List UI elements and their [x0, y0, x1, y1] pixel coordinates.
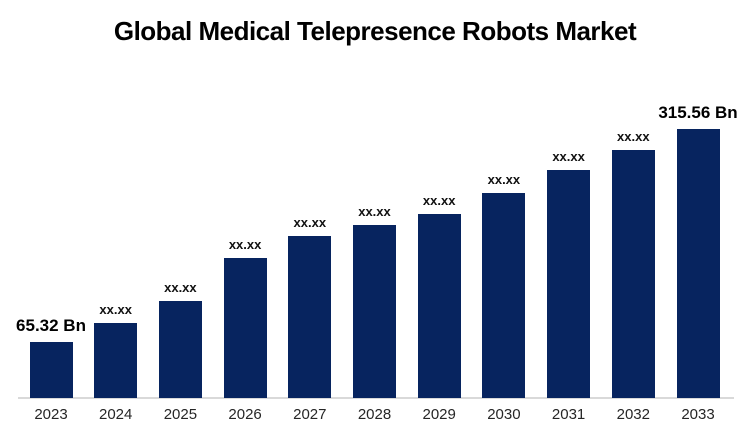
- bar-group: xx.xx: [471, 172, 536, 398]
- bar: [417, 214, 461, 398]
- x-axis-label: 2032: [616, 406, 650, 423]
- bar-group: xx.xx: [536, 149, 601, 398]
- x-axis-label: 2023: [34, 406, 68, 423]
- bar-value-label: xx.xx: [99, 302, 132, 317]
- x-axis-label: 2024: [99, 406, 133, 423]
- bar-value-label: xx.xx: [552, 149, 585, 164]
- bar: [676, 129, 720, 398]
- bar: [353, 225, 396, 398]
- chart-title: Global Medical Telepresence Robots Marke…: [113, 16, 637, 46]
- bar-group: xx.xx: [213, 237, 278, 398]
- bar: [611, 150, 655, 398]
- bar-group: xx.xx: [277, 215, 342, 398]
- bar-value-label: xx.xx: [617, 129, 650, 144]
- bar-value-label: xx.xx: [293, 215, 327, 230]
- bar-value-label: xx.xx: [228, 237, 262, 252]
- x-axis-label: 2027: [293, 406, 327, 423]
- x-axis-label: 2031: [551, 406, 586, 423]
- bar: [288, 236, 332, 398]
- bar-value-label: 315.56 Bn: [658, 103, 738, 122]
- bar: [223, 258, 267, 398]
- bar-group: 65.32 Bn: [16, 316, 86, 398]
- bar: [547, 170, 591, 398]
- bar: [94, 323, 138, 398]
- bar-group: xx.xx: [342, 204, 407, 398]
- x-axis-line: [18, 397, 734, 399]
- x-axis-label: 2030: [487, 406, 521, 423]
- x-axis-label: 2025: [163, 406, 198, 423]
- x-axis-label: 2033: [681, 406, 715, 423]
- bar-group: xx.xx: [148, 280, 213, 398]
- bar-group: xx.xx: [407, 193, 472, 398]
- bar-group: xx.xx: [83, 302, 148, 398]
- bar-value-label: xx.xx: [422, 193, 456, 208]
- x-axis-label: 2028: [357, 406, 392, 423]
- bar: [29, 342, 73, 398]
- bar-value-label: xx.xx: [164, 280, 197, 295]
- bar-value-label: xx.xx: [358, 204, 391, 219]
- bar-value-label: 65.32 Bn: [16, 316, 86, 335]
- bar-group: xx.xx: [601, 129, 666, 398]
- x-axis-label: 2029: [422, 406, 456, 423]
- bar-group: 315.56 Bn: [658, 103, 738, 398]
- bar-value-label: xx.xx: [487, 172, 521, 187]
- x-axis-label: 2026: [228, 406, 262, 423]
- bar: [482, 193, 526, 398]
- bar: [158, 301, 202, 398]
